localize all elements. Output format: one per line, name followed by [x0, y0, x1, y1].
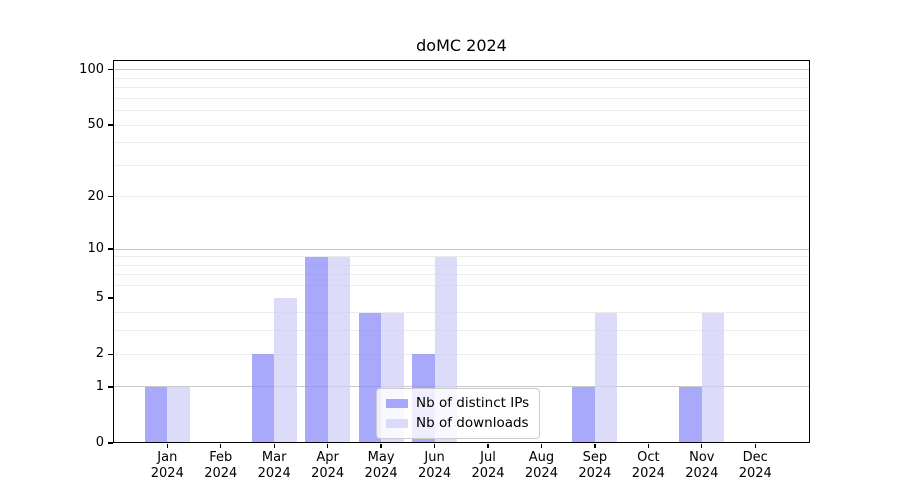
x-axis-tick-mark	[166, 443, 168, 448]
y-axis-tick-mark	[107, 124, 113, 126]
x-axis-tick-mark	[327, 443, 329, 448]
minor-gridline	[113, 353, 810, 355]
minor-gridline	[113, 330, 810, 332]
x-axis-tick-mark	[220, 443, 222, 448]
x-axis-tick-label: Apr 2024	[311, 450, 345, 481]
minor-gridline	[113, 97, 810, 99]
x-axis-tick-label: Aug 2024	[524, 450, 558, 481]
y-axis-tick-label: 0	[95, 435, 104, 450]
y-axis-tick-mark	[107, 69, 113, 71]
y-axis-tick-mark	[107, 442, 113, 444]
x-axis-tick-mark	[380, 443, 382, 448]
y-axis-tick-label: 2	[95, 346, 104, 362]
x-axis-tick-label: Feb 2024	[204, 450, 238, 481]
x-axis-tick-mark	[540, 443, 543, 448]
x-axis-tick-label: Sep 2024	[578, 450, 612, 481]
bar-distinct-ips	[572, 386, 595, 443]
bar-downloads	[701, 312, 725, 443]
major-gridline	[113, 248, 810, 250]
bar-downloads	[274, 298, 297, 443]
x-axis-tick-mark	[647, 443, 649, 448]
x-axis-tick-mark	[273, 443, 275, 448]
minor-gridline	[113, 312, 810, 314]
minor-gridline	[113, 196, 810, 198]
minor-gridline	[113, 87, 810, 89]
minor-gridline	[113, 256, 810, 258]
y-axis-tick-mark	[107, 196, 113, 198]
y-axis-tick-mark	[107, 248, 113, 250]
legend-item: Nb of distinct IPs	[386, 396, 529, 411]
minor-gridline	[113, 285, 810, 287]
bar-distinct-ips	[305, 256, 328, 443]
y-axis-tick-mark	[107, 297, 113, 299]
x-axis-tick-mark	[701, 443, 703, 448]
minor-gridline	[113, 142, 810, 144]
x-axis-tick-label: Jan 2024	[150, 450, 184, 481]
minor-gridline	[113, 110, 810, 112]
minor-gridline	[113, 77, 810, 79]
x-axis-tick-mark	[433, 443, 436, 448]
x-axis-tick-mark	[594, 443, 596, 448]
bar-downloads	[594, 312, 618, 443]
plot-area: Nb of distinct IPs Nb of downloads	[113, 60, 810, 443]
x-axis-tick-label: Oct 2024	[631, 450, 665, 481]
bar-downloads	[167, 386, 190, 443]
y-axis-tick-mark	[107, 353, 113, 355]
bar-distinct-ips	[679, 386, 702, 443]
legend-label: Nb of downloads	[416, 415, 529, 431]
minor-gridline	[113, 164, 810, 166]
y-axis-tick-label: 5	[95, 290, 104, 306]
major-gridline	[113, 69, 810, 71]
x-axis-tick-label: Jul 2024	[471, 450, 505, 481]
y-axis-tick-label: 20	[87, 188, 104, 204]
major-gridline	[113, 386, 810, 388]
y-axis-tick-label: 10	[87, 241, 104, 257]
bar-distinct-ips	[251, 354, 275, 443]
x-axis-tick-label: Mar 2024	[257, 450, 291, 481]
chart-title: doMC 2024	[416, 36, 507, 55]
legend-swatch-icon	[386, 399, 408, 408]
x-axis-tick-label: May 2024	[364, 450, 398, 481]
y-axis-tick-mark	[107, 386, 113, 388]
y-axis-tick-label: 1	[95, 378, 104, 394]
bar-distinct-ips	[144, 386, 168, 443]
x-axis-tick-label: Nov 2024	[685, 450, 719, 481]
legend-item: Nb of downloads	[386, 416, 529, 431]
y-axis-tick-label: 50	[87, 117, 104, 133]
bar-distinct-ips	[358, 312, 382, 443]
x-axis-tick-mark	[487, 443, 489, 448]
legend-swatch-icon	[386, 419, 408, 428]
x-axis-tick-label: Dec 2024	[738, 450, 772, 481]
legend: Nb of distinct IPs Nb of downloads	[376, 388, 541, 439]
x-axis-tick-label: Jun 2024	[418, 450, 452, 481]
minor-gridline	[113, 124, 810, 126]
minor-gridline	[113, 274, 810, 276]
x-axis-tick-mark	[754, 443, 756, 448]
y-axis-tick-label: 100	[79, 61, 104, 77]
legend-label: Nb of distinct IPs	[416, 395, 530, 411]
minor-gridline	[113, 264, 810, 266]
bar-downloads	[327, 256, 351, 443]
